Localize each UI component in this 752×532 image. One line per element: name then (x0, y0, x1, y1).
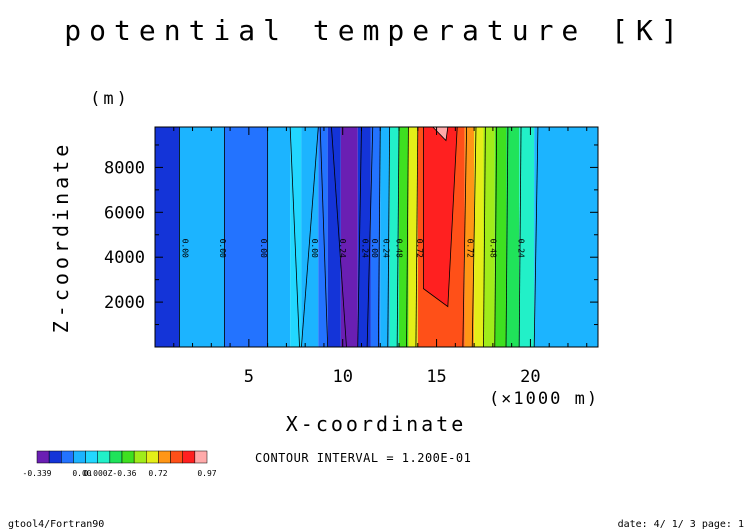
contour-line (518, 126, 522, 348)
contour-line (415, 126, 419, 348)
y-axis-label: Z-coordinate (49, 141, 73, 334)
contour-band (494, 127, 507, 347)
colorbar-swatch (121, 450, 135, 464)
contour-line (289, 126, 300, 348)
contour-label: 0.00 (180, 239, 189, 258)
contour-line (483, 126, 486, 348)
contour-line (471, 126, 477, 348)
x-tick-label: 5 (244, 367, 254, 387)
contour-line (396, 126, 400, 348)
contour-band (327, 127, 341, 347)
contour-line (357, 126, 362, 348)
colorbar-swatch (36, 450, 50, 464)
contour-label: 0.48 (488, 239, 497, 258)
contour-band (464, 127, 475, 347)
y-unit-label: (m) (90, 89, 130, 109)
colorbar-swatch (170, 450, 183, 464)
colorbar-label: 0.97 (197, 469, 216, 478)
colorbar-swatch (48, 450, 62, 464)
chart-title: potential temperature [K] (64, 14, 685, 47)
contour-band (290, 127, 302, 347)
colorbar-label: 0.72 (148, 469, 167, 478)
contour-band (483, 127, 495, 347)
contour-label: 0.48 (394, 239, 403, 258)
x-unit-label: (×1000 m) (489, 389, 599, 409)
contour-label: 0.72 (415, 239, 424, 258)
colorbar-swatch (158, 450, 171, 464)
y-tick-label: 2000 (104, 293, 145, 313)
colorbar-swatch (133, 450, 147, 464)
colorbar-swatch (97, 450, 111, 464)
contour-band (370, 127, 381, 347)
footer-left-text: gtool4/Fortran90 (8, 519, 104, 530)
colorbar-swatch (194, 450, 208, 464)
colorbar-labels: -0.339 0.000.000Z-0.36 0.72 0.97 (23, 469, 217, 478)
contour-interval-text: CONTOUR INTERVAL = 1.200E-01 (255, 451, 471, 465)
contour-line (533, 126, 539, 348)
axes: 5 10 15 20 2000 4000 6000 8000 (104, 127, 598, 387)
x-axis-label: X-coordinate (286, 412, 467, 436)
contour-line (494, 126, 498, 348)
contour-band (318, 127, 328, 347)
contour-line (377, 126, 381, 348)
contour-label: 0.24 (361, 239, 370, 258)
contour-line (319, 126, 329, 348)
y-tick-label: 8000 (104, 158, 145, 178)
contour-labels: 0.00 0.00 0.00 0.00 0.24 0.24 0.00 0.24 0.48 0.72… (180, 239, 525, 258)
contour-label: 0.72 (466, 239, 475, 258)
contour-band (380, 127, 390, 347)
colorbar-swatch (146, 450, 159, 464)
contour-band (474, 127, 484, 347)
contour-band (506, 127, 520, 347)
x-tick-label: 15 (426, 367, 446, 387)
x-tick-label: 10 (332, 367, 352, 387)
contour-band (179, 127, 225, 347)
contour-label: 0.00 (259, 239, 268, 258)
contour-label: 0.00 (218, 239, 227, 258)
y-tick-label: 4000 (104, 248, 145, 268)
contour-band (399, 127, 409, 347)
footer-right-text: date: 4/ 1/ 3 page: 1 (618, 519, 744, 530)
contour-band (389, 127, 400, 347)
contour-bands (155, 126, 598, 347)
contour-band (357, 127, 371, 347)
contour-label: 0.00 (310, 239, 319, 258)
contour-lines (179, 126, 539, 348)
contour-line (406, 126, 409, 348)
contour-band (267, 127, 291, 347)
contour-label: 0.24 (381, 239, 390, 258)
colorbar-label: 0.000Z-0.36 (84, 469, 137, 478)
colorbar (36, 450, 208, 464)
contour-band (519, 127, 535, 347)
x-tick-label: 20 (520, 367, 540, 387)
colorbar-swatch (73, 450, 86, 464)
contour-line (366, 126, 374, 348)
contour-label: 0.24 (338, 239, 347, 258)
contour-label: 0.24 (516, 239, 525, 258)
plot-frame (154, 126, 599, 348)
contour-line (505, 126, 509, 348)
colorbar-swatch (61, 450, 74, 464)
colorbar-label: -0.339 (23, 469, 52, 478)
contour-line (462, 126, 468, 348)
colorbar-label: 0.00 (72, 469, 91, 478)
colorbar-swatch (85, 450, 98, 464)
colorbar-swatch (182, 450, 196, 464)
contour-band (534, 127, 598, 347)
contour-label: 0.00 (370, 239, 379, 258)
y-tick-label: 6000 (104, 203, 145, 223)
contour-line (387, 126, 391, 348)
contour-band (224, 127, 268, 347)
contour-line (331, 126, 347, 348)
contour-band (340, 127, 358, 347)
contour-line (301, 126, 319, 348)
colorbar-swatch (109, 450, 123, 464)
contour-band (155, 127, 180, 347)
contour-band (408, 127, 418, 347)
